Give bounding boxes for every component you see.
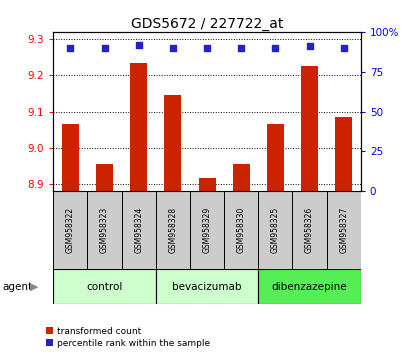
Text: dibenzazepine: dibenzazepine [271, 282, 346, 292]
Bar [164, 95, 181, 191]
Text: GSM958322: GSM958322 [66, 207, 75, 253]
Bar [258, 191, 292, 269]
Point [339, 45, 346, 51]
Bar [189, 191, 224, 269]
Point [101, 45, 108, 51]
Point [135, 42, 142, 47]
Bar [53, 269, 155, 304]
Bar [62, 124, 79, 191]
Bar [334, 117, 351, 191]
Text: GSM958329: GSM958329 [202, 207, 211, 253]
Bar [300, 66, 317, 191]
Legend: transformed count, percentile rank within the sample: transformed count, percentile rank withi… [45, 327, 210, 348]
Point [67, 45, 74, 51]
Text: agent: agent [2, 282, 32, 292]
Bar [155, 269, 258, 304]
Bar [87, 191, 121, 269]
Title: GDS5672 / 227722_at: GDS5672 / 227722_at [130, 17, 283, 31]
Text: GSM958326: GSM958326 [304, 207, 313, 253]
Bar [53, 191, 87, 269]
Text: GSM958323: GSM958323 [100, 207, 109, 253]
Text: GSM958325: GSM958325 [270, 207, 279, 253]
Point [237, 45, 244, 51]
Bar [224, 191, 258, 269]
Bar [155, 191, 189, 269]
Text: GSM958324: GSM958324 [134, 207, 143, 253]
Bar [198, 178, 215, 191]
Bar [266, 124, 283, 191]
Point [272, 45, 278, 51]
Text: GSM958328: GSM958328 [168, 207, 177, 253]
Bar [232, 164, 249, 191]
Text: GSM958327: GSM958327 [338, 207, 347, 253]
Bar [96, 164, 113, 191]
Text: control: control [86, 282, 122, 292]
Bar [292, 191, 326, 269]
Bar [258, 269, 360, 304]
Text: GSM958330: GSM958330 [236, 207, 245, 253]
Bar [121, 191, 155, 269]
Bar [326, 191, 360, 269]
Point [203, 45, 210, 51]
Point [306, 43, 312, 49]
Text: bevacizumab: bevacizumab [172, 282, 241, 292]
Point [169, 45, 176, 51]
Text: ▶: ▶ [29, 282, 38, 292]
Bar [130, 63, 147, 191]
